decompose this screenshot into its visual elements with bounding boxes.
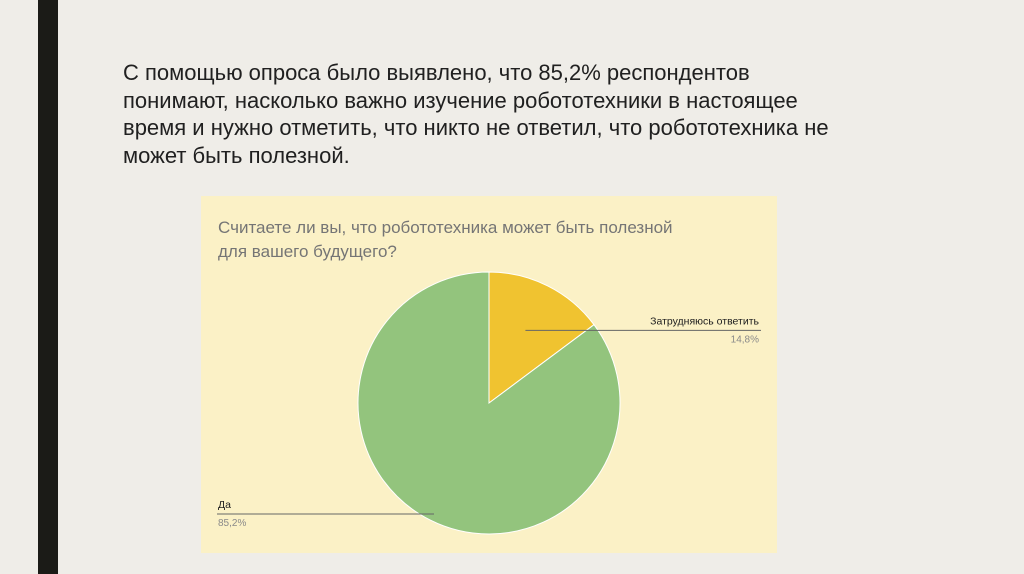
slice-value-yes: 85,2% bbox=[218, 518, 246, 529]
slide-text-line: время и нужно отметить, что никто не отв… bbox=[123, 115, 829, 140]
slice-label-yes: Да bbox=[218, 499, 231, 511]
chart-title: Считаете ли вы, что робототехника может … bbox=[218, 216, 763, 264]
slice-label-hard-to-say: Затрудняюсь ответить bbox=[650, 315, 759, 327]
slide-text-line: С помощью опроса было выявлено, что 85,2… bbox=[123, 60, 750, 85]
slide-side-bar bbox=[38, 0, 58, 574]
chart-title-line: для вашего будущего? bbox=[218, 242, 397, 261]
chart-title-line: Считаете ли вы, что робототехника может … bbox=[218, 218, 673, 237]
slice-value-hard-to-say: 14,8% bbox=[731, 334, 759, 345]
slide-body-text: С помощью опроса было выявлено, что 85,2… bbox=[123, 59, 829, 169]
slide-text-line: понимают, насколько важно изучение робот… bbox=[123, 87, 798, 113]
pie-slice-yes bbox=[357, 271, 621, 535]
pie-chart-card: Считаете ли вы, что робототехника может … bbox=[201, 196, 777, 553]
slide-text-line: может быть полезной. bbox=[123, 142, 350, 168]
pie-chart: Затрудняюсь ответить 14,8% Да 85,2% bbox=[217, 271, 761, 535]
pie-slice-hard-to-say bbox=[488, 271, 595, 404]
